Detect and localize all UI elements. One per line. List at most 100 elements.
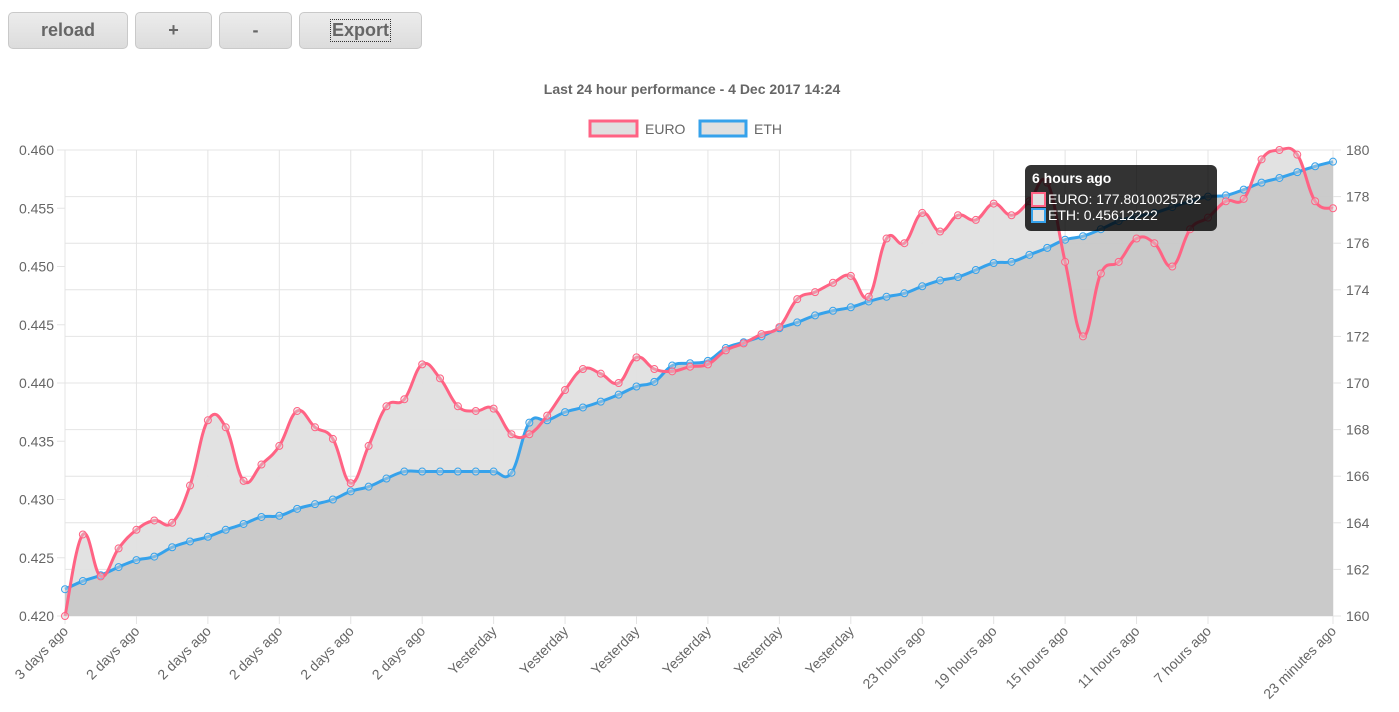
point-eth[interactable]	[971, 265, 980, 274]
point-eth[interactable]	[918, 282, 927, 291]
point-euro[interactable]	[793, 295, 802, 304]
point-euro[interactable]	[1132, 234, 1141, 243]
point-euro[interactable]	[275, 441, 284, 450]
point-eth[interactable]	[900, 289, 909, 298]
point-eth[interactable]	[471, 467, 480, 476]
point-euro[interactable]	[989, 199, 998, 208]
point-eth[interactable]	[221, 525, 230, 534]
point-eth[interactable]	[632, 382, 641, 391]
point-euro[interactable]	[561, 385, 570, 394]
point-eth[interactable]	[132, 556, 141, 565]
point-euro[interactable]	[1096, 269, 1105, 278]
point-eth[interactable]	[382, 474, 391, 483]
point-euro[interactable]	[382, 402, 391, 411]
point-euro[interactable]	[846, 271, 855, 280]
point-eth[interactable]	[811, 311, 820, 320]
point-euro[interactable]	[668, 367, 677, 376]
point-eth[interactable]	[1078, 232, 1087, 241]
zoom-in-button[interactable]: +	[135, 12, 212, 49]
point-eth[interactable]	[561, 408, 570, 417]
point-euro[interactable]	[436, 374, 445, 383]
point-euro[interactable]	[364, 441, 373, 450]
point-eth[interactable]	[364, 482, 373, 491]
point-euro[interactable]	[828, 278, 837, 287]
point-eth[interactable]	[150, 552, 159, 561]
point-euro[interactable]	[703, 360, 712, 369]
point-euro[interactable]	[1275, 146, 1284, 154]
point-euro[interactable]	[400, 395, 409, 404]
point-euro[interactable]	[1257, 155, 1266, 164]
point-euro[interactable]	[953, 211, 962, 220]
point-eth[interactable]	[257, 512, 266, 521]
point-euro[interactable]	[293, 406, 302, 415]
point-euro[interactable]	[168, 518, 177, 527]
point-eth[interactable]	[186, 537, 195, 546]
point-euro[interactable]	[311, 423, 320, 432]
legend-item-eth[interactable]: ETH	[698, 119, 782, 138]
export-button[interactable]: Export	[299, 12, 422, 49]
point-euro[interactable]	[186, 481, 195, 490]
point-eth[interactable]	[1329, 157, 1337, 166]
point-euro[interactable]	[1311, 197, 1320, 206]
point-eth[interactable]	[650, 377, 659, 386]
point-eth[interactable]	[78, 577, 87, 586]
point-eth[interactable]	[596, 397, 605, 406]
point-euro[interactable]	[1078, 332, 1087, 341]
point-eth[interactable]	[989, 259, 998, 268]
point-eth[interactable]	[1293, 168, 1302, 177]
point-eth[interactable]	[328, 495, 337, 504]
point-euro[interactable]	[221, 423, 230, 432]
point-eth[interactable]	[846, 303, 855, 312]
point-euro[interactable]	[811, 288, 820, 297]
point-eth[interactable]	[1257, 178, 1266, 187]
point-eth[interactable]	[436, 467, 445, 476]
point-eth[interactable]	[346, 487, 355, 496]
point-eth[interactable]	[1061, 235, 1070, 244]
point-euro[interactable]	[489, 404, 498, 413]
point-eth[interactable]	[1221, 191, 1230, 200]
point-eth[interactable]	[311, 500, 320, 509]
point-eth[interactable]	[453, 467, 462, 476]
reload-button[interactable]: reload	[8, 12, 128, 49]
point-euro[interactable]	[1007, 211, 1016, 220]
zoom-out-button[interactable]: -	[219, 12, 292, 49]
point-eth[interactable]	[953, 272, 962, 281]
point-euro[interactable]	[1168, 262, 1177, 271]
point-euro[interactable]	[96, 572, 105, 581]
point-eth[interactable]	[1275, 173, 1284, 182]
point-euro[interactable]	[578, 365, 587, 374]
point-eth[interactable]	[525, 418, 534, 427]
point-euro[interactable]	[78, 530, 87, 539]
point-eth[interactable]	[507, 468, 516, 477]
point-eth[interactable]	[293, 504, 302, 513]
point-eth[interactable]	[578, 403, 587, 412]
point-euro[interactable]	[614, 379, 623, 387]
point-euro[interactable]	[61, 612, 69, 620]
point-euro[interactable]	[1293, 150, 1302, 159]
point-euro[interactable]	[936, 227, 945, 236]
point-euro[interactable]	[525, 430, 534, 439]
point-euro[interactable]	[650, 365, 659, 374]
point-euro[interactable]	[632, 353, 641, 362]
point-eth[interactable]	[614, 390, 623, 399]
point-eth[interactable]	[418, 467, 427, 476]
point-eth[interactable]	[793, 318, 802, 327]
legend-item-euro[interactable]: EURO	[588, 119, 686, 138]
point-euro[interactable]	[543, 411, 552, 420]
point-euro[interactable]	[132, 525, 141, 534]
point-euro[interactable]	[971, 215, 980, 224]
point-euro[interactable]	[686, 362, 695, 371]
point-eth[interactable]	[275, 511, 284, 520]
point-eth[interactable]	[668, 361, 677, 370]
point-eth[interactable]	[1311, 162, 1320, 171]
point-euro[interactable]	[775, 323, 784, 332]
point-euro[interactable]	[507, 430, 516, 439]
point-euro[interactable]	[1239, 194, 1248, 203]
point-euro[interactable]	[1329, 204, 1337, 213]
point-euro[interactable]	[328, 434, 337, 443]
point-eth[interactable]	[400, 467, 409, 476]
point-euro[interactable]	[418, 360, 427, 369]
point-euro[interactable]	[453, 402, 462, 411]
point-eth[interactable]	[882, 292, 891, 301]
